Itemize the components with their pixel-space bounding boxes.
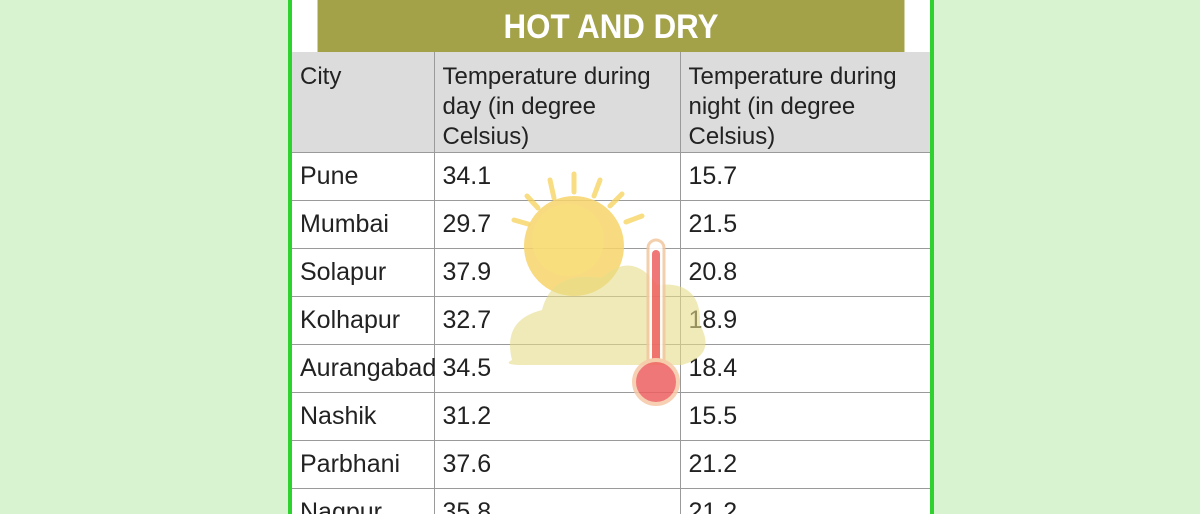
city-cell: Parbhani <box>292 440 435 489</box>
city-cell: Aurangabad <box>292 344 436 393</box>
day-temp-cell: 37.9 <box>434 248 681 297</box>
table-row: Pune 34.1 15.7 <box>292 152 930 201</box>
day-temp-cell: 31.2 <box>434 392 681 441</box>
day-temp-cell: 37.6 <box>434 440 681 489</box>
night-temp-cell: 18.4 <box>680 344 930 393</box>
weather-table-panel: HOT AND DRY City Temperature during day … <box>288 0 934 514</box>
night-temp-cell: 18.9 <box>680 296 930 345</box>
night-temp-cell: 21.2 <box>680 440 930 489</box>
city-cell: Mumbai <box>292 200 435 249</box>
table-row: Nagpur 35.8 21.2 <box>292 488 930 514</box>
temperature-table: City Temperature during day (in degree C… <box>292 52 930 514</box>
table-header-row: City Temperature during day (in degree C… <box>292 52 930 153</box>
column-header-day-temp: Temperature during day (in degree Celsiu… <box>434 52 681 153</box>
night-temp-cell: 15.7 <box>680 152 930 201</box>
table-row: Kolhapur 32.7 18.9 <box>292 296 930 345</box>
table-row: Nashik 31.2 15.5 <box>292 392 930 441</box>
table-title: HOT AND DRY <box>317 0 905 52</box>
table-row: Solapur 37.9 20.8 <box>292 248 930 297</box>
city-cell: Kolhapur <box>292 296 435 345</box>
night-temp-cell: 21.5 <box>680 200 930 249</box>
city-cell: Nashik <box>292 392 435 441</box>
night-temp-cell: 15.5 <box>680 392 930 441</box>
city-cell: Nagpur <box>292 488 435 514</box>
day-temp-cell: 29.7 <box>434 200 681 249</box>
day-temp-cell: 34.1 <box>434 152 681 201</box>
table-row: Parbhani 37.6 21.2 <box>292 440 930 489</box>
column-header-night-temp: Temperature during night (in degree Cels… <box>680 52 930 153</box>
day-temp-cell: 34.5 <box>434 344 681 393</box>
day-temp-cell: 32.7 <box>434 296 681 345</box>
column-header-city: City <box>292 52 435 153</box>
night-temp-cell: 21.2 <box>680 488 930 514</box>
night-temp-cell: 20.8 <box>680 248 930 297</box>
day-temp-cell: 35.8 <box>434 488 681 514</box>
table-row: Aurangabad 34.5 18.4 <box>292 344 930 393</box>
table-row: Mumbai 29.7 21.5 <box>292 200 930 249</box>
city-cell: Pune <box>292 152 435 201</box>
city-cell: Solapur <box>292 248 435 297</box>
